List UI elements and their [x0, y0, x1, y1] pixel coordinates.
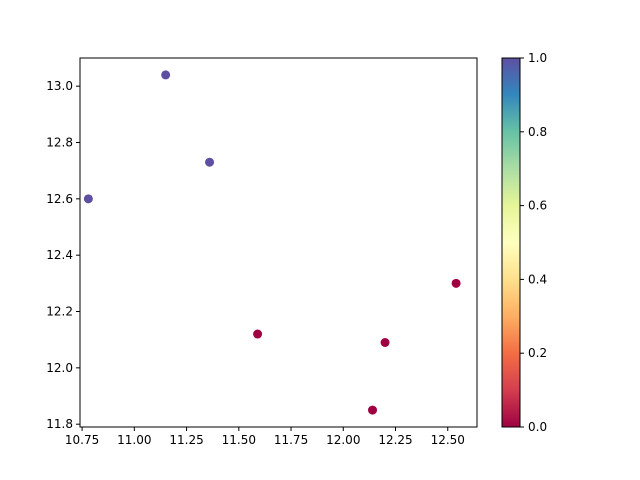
- colorbar-tick-label: 0.4: [528, 272, 547, 286]
- x-tick-label: 12.50: [431, 433, 465, 447]
- data-point-0: [83, 194, 93, 204]
- data-point-3: [253, 329, 263, 339]
- x-tick-label: 12.00: [326, 433, 360, 447]
- colorbar-tick-label: 0.6: [528, 199, 547, 213]
- colorbar-tick-label: 0.2: [528, 346, 547, 360]
- plot-frame: [79, 57, 478, 428]
- x-tick-label: 11.25: [169, 433, 203, 447]
- data-point-1: [161, 70, 171, 80]
- data-point-6: [451, 278, 461, 288]
- y-tick-label: 12.8: [46, 136, 73, 150]
- y-tick-label: 12.2: [46, 305, 73, 319]
- colorbar-frame: [501, 57, 521, 428]
- colorbar: [502, 58, 520, 427]
- colorbar-tick-label: 1.0: [528, 51, 547, 65]
- points-layer: [83, 70, 461, 415]
- data-point-2: [205, 157, 215, 167]
- data-point-4: [380, 337, 390, 347]
- x-tick-label: 11.50: [222, 433, 256, 447]
- y-tick-label: 12.6: [46, 192, 73, 206]
- x-tick-label: 12.25: [378, 433, 412, 447]
- colorbar-tick-label: 0.0: [528, 420, 547, 434]
- y-tick-label: 12.0: [46, 361, 73, 375]
- y-tick-label: 13.0: [46, 79, 73, 93]
- x-tick-label: 11.75: [274, 433, 308, 447]
- data-point-5: [368, 405, 378, 415]
- colorbar-axis: 0.0 0.2 0.4 0.6 0.8 1.0: [520, 51, 547, 434]
- x-tick-label: 10.75: [65, 433, 99, 447]
- y-axis: 11.8 12.0 12.2 12.4 12.6 12.8 13.0: [46, 79, 80, 431]
- y-tick-label: 11.8: [46, 417, 73, 431]
- y-tick-label: 12.4: [46, 248, 73, 262]
- x-axis: 10.75 11.00 11.25 11.50 11.75 12.00 12.25 12.50: [65, 427, 465, 447]
- x-tick-label: 11.00: [117, 433, 151, 447]
- colorbar-tick-label: 0.8: [528, 125, 547, 139]
